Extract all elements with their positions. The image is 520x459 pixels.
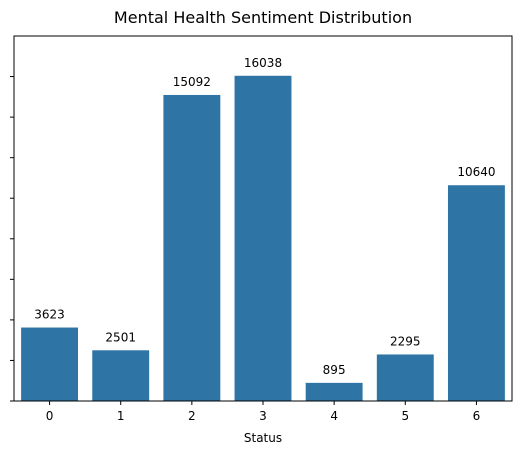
bar-2 [163, 94, 221, 401]
x-axis-ticks: 0 1 2 3 4 5 6 [46, 401, 481, 423]
x-tick-label-4: 4 [330, 409, 338, 423]
bar-1 [92, 350, 150, 401]
data-label-5: 2295 [390, 334, 421, 348]
data-label-0: 3623 [34, 308, 65, 322]
data-label-4: 895 [323, 363, 346, 377]
data-label-2: 15092 [173, 75, 211, 89]
x-tick-label-1: 1 [117, 409, 125, 423]
bar-4 [305, 382, 363, 401]
bar-6 [447, 185, 505, 401]
data-labels-group: 3623 2501 15092 16038 895 2295 10640 [34, 56, 495, 377]
x-tick-label-0: 0 [46, 409, 54, 423]
x-tick-label-3: 3 [259, 409, 267, 423]
bar-0 [21, 327, 79, 401]
bar-5 [376, 354, 434, 401]
chart-title: Mental Health Sentiment Distribution [114, 8, 412, 27]
y-axis-ticks [10, 76, 14, 402]
data-label-3: 16038 [244, 56, 282, 70]
x-tick-label-5: 5 [401, 409, 409, 423]
axes-frame [13, 35, 513, 402]
bar-3 [234, 75, 292, 401]
data-label-6: 10640 [457, 165, 495, 179]
x-axis-label: Status [244, 431, 282, 445]
bars-group [21, 75, 505, 401]
x-tick-label-6: 6 [473, 409, 481, 423]
data-label-1: 2501 [105, 330, 136, 344]
x-tick-label-2: 2 [188, 409, 196, 423]
